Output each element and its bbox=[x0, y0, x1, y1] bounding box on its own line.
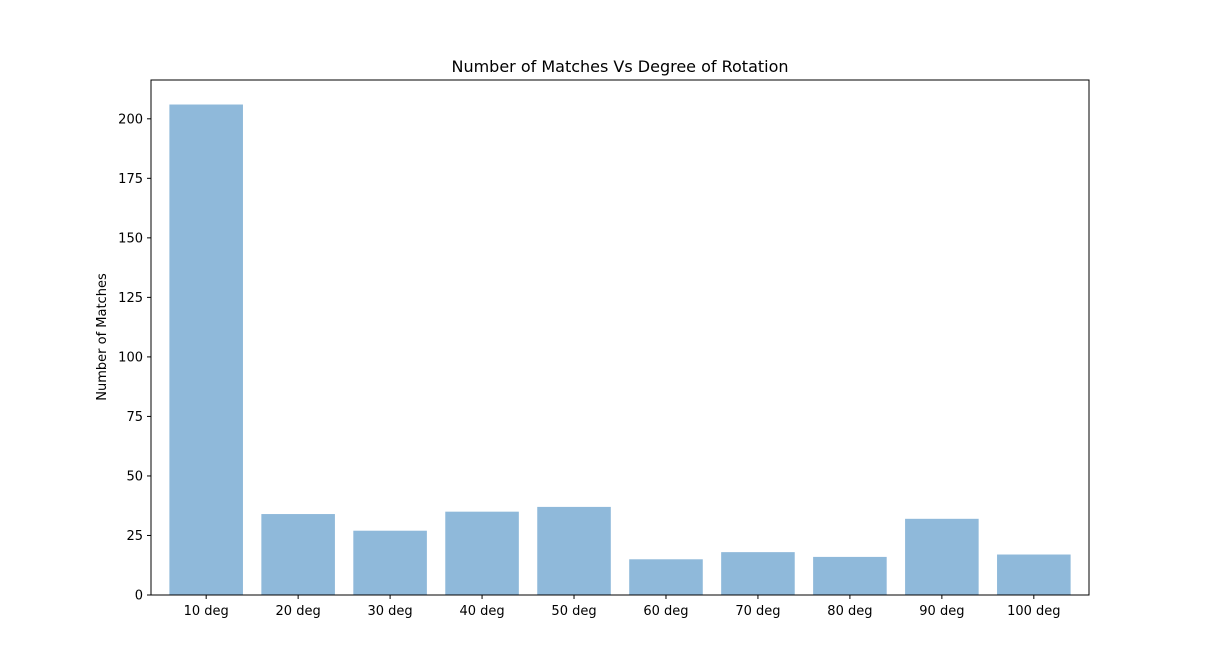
x-tick-label: 80 deg bbox=[827, 604, 872, 619]
x-tick-label: 100 deg bbox=[1007, 604, 1060, 619]
y-tick-label: 200 bbox=[118, 112, 143, 127]
x-tick-label: 50 deg bbox=[551, 604, 596, 619]
bar-40-deg bbox=[445, 511, 519, 595]
y-tick-label: 175 bbox=[118, 172, 143, 187]
x-tick-label: 70 deg bbox=[735, 604, 780, 619]
x-ticks-group: 10 deg 20 deg 30 deg 40 deg 50 deg 60 deg 70 d… bbox=[184, 595, 1061, 619]
y-tick-label: 125 bbox=[118, 291, 143, 306]
x-tick-label: 20 deg bbox=[276, 604, 321, 619]
bar-50-deg bbox=[537, 506, 611, 595]
bar-10-deg bbox=[169, 104, 243, 596]
bar-20-deg bbox=[261, 514, 335, 595]
y-tick-label: 25 bbox=[126, 529, 143, 544]
bar-70-deg bbox=[721, 552, 795, 595]
x-tick-label: 10 deg bbox=[184, 604, 229, 619]
chart-title: Number of Matches Vs Degree of Rotation bbox=[451, 57, 788, 76]
y-tick-label: 0 bbox=[135, 589, 143, 604]
y-tick-label: 100 bbox=[118, 350, 143, 365]
bar-80-deg bbox=[813, 556, 887, 595]
y-tick-label: 75 bbox=[126, 410, 143, 425]
bar-100-deg bbox=[997, 554, 1071, 595]
y-tick-label: 150 bbox=[118, 231, 143, 246]
plot-area-frame bbox=[150, 79, 1090, 596]
bar-90-deg bbox=[905, 518, 979, 595]
bar-30-deg bbox=[353, 530, 427, 595]
bar-60-deg bbox=[629, 559, 703, 595]
x-tick-label: 40 deg bbox=[459, 604, 504, 619]
y-tick-label: 50 bbox=[126, 469, 143, 484]
y-ticks-group: 0 25 50 75 100 125 150 175 200 bbox=[118, 112, 151, 604]
bars-group bbox=[169, 104, 1071, 596]
x-tick-label: 90 deg bbox=[919, 604, 964, 619]
x-tick-label: 30 deg bbox=[368, 604, 413, 619]
x-tick-label: 60 deg bbox=[643, 604, 688, 619]
y-axis-label: Number of Matches bbox=[95, 273, 110, 401]
